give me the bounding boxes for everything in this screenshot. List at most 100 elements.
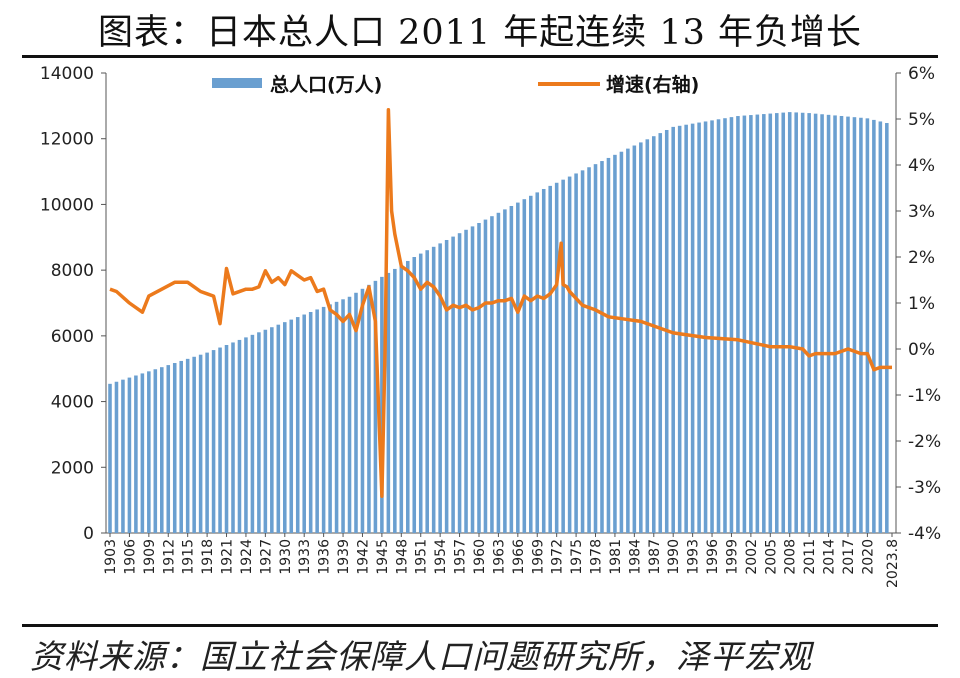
legend: 总人口(万人) 增速(右轴) (212, 73, 699, 96)
population-bar (321, 306, 326, 533)
legend-line-label: 增速(右轴) (606, 73, 699, 96)
population-bars (108, 112, 889, 534)
population-bar (768, 113, 773, 533)
population-bar (852, 117, 857, 533)
x-tick-label: 1984 (627, 539, 643, 575)
x-tick-label: 1903 (103, 539, 119, 575)
x-tick-label: 2020 (860, 539, 876, 575)
population-bar (651, 136, 656, 533)
population-bar (658, 133, 663, 534)
population-bar (308, 311, 313, 533)
population-bar (347, 296, 352, 533)
population-bar (477, 222, 481, 533)
population-bar (528, 195, 533, 533)
population-bar (205, 352, 209, 533)
population-bar (677, 125, 682, 534)
x-tick-label: 1933 (297, 539, 313, 575)
population-bar (820, 114, 824, 533)
left-tick-label: 8000 (51, 261, 94, 281)
population-bar (153, 369, 158, 533)
source-note: 资料来源：国立社会保障人口问题研究所，泽平宏观 (30, 637, 812, 676)
population-bar (541, 188, 546, 533)
population-bar (600, 161, 604, 533)
right-tick-label: 0% (908, 340, 935, 360)
population-bar (885, 123, 889, 534)
x-tick-label: 1921 (220, 539, 236, 575)
population-bar (257, 332, 261, 533)
x-tick-label: 1954 (433, 539, 449, 575)
population-bar (859, 117, 863, 533)
population-bar (270, 327, 274, 533)
population-bar (406, 260, 410, 533)
axes: 0 2000 4000 6000 8000 10000 12000 14000 -4% -3% -2… (40, 64, 941, 588)
population-bar (645, 139, 650, 533)
population-bar (587, 167, 591, 533)
x-tick-label: 2005 (763, 539, 779, 575)
x-tick-label: 1969 (530, 539, 546, 575)
population-bar (496, 212, 501, 533)
x-tick-label: 1936 (317, 539, 333, 575)
population-bar (386, 272, 391, 533)
population-bar (574, 173, 578, 534)
population-bar (373, 280, 378, 533)
population-bar (237, 339, 242, 533)
source-divider (22, 624, 938, 627)
x-tick-label: 1945 (375, 539, 391, 575)
population-bar (503, 209, 507, 533)
population-bar (263, 329, 268, 533)
x-tick-label: 1966 (511, 539, 527, 575)
population-bar (302, 314, 306, 533)
population-bar (295, 317, 300, 533)
x-tick-label: 2008 (783, 539, 799, 575)
population-bar (185, 358, 190, 533)
population-bar (289, 319, 294, 533)
x-tick-label: 1906 (122, 539, 138, 575)
population-bar (671, 126, 675, 533)
population-bar (794, 112, 798, 533)
x-tick-label: 1981 (608, 539, 624, 575)
population-bar (813, 113, 818, 534)
right-tick-label: -3% (908, 478, 941, 498)
right-tick-label: -4% (908, 524, 941, 544)
population-bar (865, 118, 870, 533)
left-tick-label: 10000 (40, 195, 94, 215)
left-tick-label: 12000 (40, 130, 94, 150)
population-bar (742, 115, 747, 534)
x-tick-label: 2023.8 (885, 539, 901, 588)
population-bar (231, 342, 235, 533)
x-tick-label: 1999 (724, 539, 740, 575)
population-bar (470, 226, 475, 534)
x-tick-label: 1909 (142, 539, 158, 575)
x-tick-label: 1930 (278, 539, 294, 575)
population-bar (425, 250, 429, 533)
population-bar (755, 114, 760, 534)
right-tick-label: -2% (908, 432, 941, 452)
population-bar (354, 292, 358, 533)
title-divider (22, 55, 938, 58)
legend-bar-label: 总人口(万人) (270, 73, 382, 96)
x-tick-label: 1957 (453, 539, 469, 575)
population-bar (160, 367, 164, 533)
x-tick-label: 1975 (569, 539, 585, 575)
population-bar (360, 288, 365, 533)
population-bar (723, 118, 727, 533)
population-bar (250, 334, 255, 533)
population-bar (872, 119, 876, 534)
population-bar (490, 216, 494, 534)
population-bar (127, 377, 132, 533)
population-bar (444, 239, 449, 533)
population-bar (561, 179, 565, 533)
population-bar (393, 268, 397, 533)
x-tick-label: 1960 (472, 539, 488, 575)
population-bar (762, 114, 766, 534)
right-tick-label: 3% (908, 202, 935, 222)
left-tick-label: 0 (83, 524, 94, 544)
right-tick-label: 4% (908, 156, 935, 176)
population-bar (535, 192, 540, 534)
population-bar (516, 202, 520, 534)
population-bar (276, 324, 281, 533)
population-bar (833, 115, 837, 533)
population-bar (774, 113, 779, 533)
population-bar (438, 243, 442, 533)
